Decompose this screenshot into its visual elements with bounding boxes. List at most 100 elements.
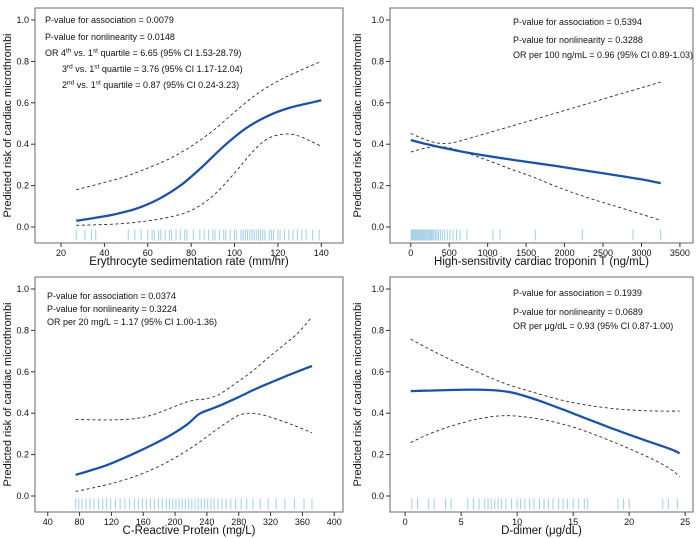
x-tick-label: 40 — [99, 248, 109, 258]
y-tick-label: 0.4 — [371, 408, 384, 418]
y-tick-label: 0.6 — [371, 367, 384, 377]
x-tick-label: 1500 — [516, 248, 536, 258]
panel-crp-chart: 0.0 0.2 0.4 0.6 0.8 1.0 40 80 120 160 200 240 280 320… — [2, 276, 344, 537]
x-tick-label: 20 — [56, 248, 66, 258]
y-tick-label: 0.8 — [16, 325, 29, 335]
y-axis: 0.0 0.2 0.4 0.6 0.8 1.0 — [16, 284, 35, 501]
estimate-curve — [410, 388, 681, 455]
y-tick-label: 0.6 — [371, 98, 384, 108]
annotation-line: P-value for nonlinearity = 0.0148 — [45, 32, 175, 42]
x-tick-label: 2500 — [593, 248, 613, 258]
y-axis-title: Predicted risk of cardiac microthrombi — [2, 33, 14, 217]
annotation-line: OR per 20 mg/L = 1.17 (95% CI 1.00-1.36) — [47, 317, 217, 327]
stat-annotations: P-value for association = 0.0374 P-value … — [47, 291, 217, 327]
panel-cell-troponin: 0.0 0.2 0.4 0.6 0.8 1.0 0 500 1000 1500 2000 2500 30… — [350, 0, 700, 269]
y-axis-title: Predicted risk of cardiac microthrombi — [352, 302, 364, 486]
upper_95ci-curve — [410, 338, 680, 412]
y-tick-label: 0.4 — [16, 408, 29, 418]
x-axis-title: D-dimer (μg/dL) — [501, 525, 582, 537]
x-tick-label: 120 — [104, 517, 119, 527]
x-tick-label: 320 — [263, 517, 278, 527]
y-axis: 0.0 0.2 0.4 0.6 0.8 1.0 — [16, 15, 35, 232]
plot-box — [389, 7, 694, 244]
rug-ticks — [410, 229, 662, 241]
y-tick-label: 0.4 — [16, 139, 29, 149]
panel-troponin-chart: 0.0 0.2 0.4 0.6 0.8 1.0 0 500 1000 1500 2000 2500 30… — [352, 7, 694, 268]
estimate-curve — [76, 99, 322, 222]
y-axis: 0.0 0.2 0.4 0.6 0.8 1.0 — [371, 15, 390, 232]
y-tick-label: 1.0 — [16, 284, 29, 294]
x-tick-label: 360 — [295, 517, 310, 527]
y-tick-label: 1.0 — [371, 15, 384, 25]
x-tick-label: 160 — [136, 517, 151, 527]
annotation-line: P-value for nonlinearity = 0.0689 — [513, 307, 643, 317]
estimate-curve — [410, 138, 661, 185]
x-tick-label: 60 — [143, 248, 153, 258]
lower_95ci-curve — [76, 133, 322, 226]
y-axis: 0.0 0.2 0.4 0.6 0.8 1.0 — [371, 284, 390, 501]
x-tick-label: 80 — [186, 248, 196, 258]
lower_95ci-curve — [410, 415, 680, 478]
estimate-curve — [75, 364, 313, 476]
upper_95ci-curve — [76, 60, 322, 191]
x-tick-label: 15 — [568, 517, 578, 527]
x-axis: 0 5 10 15 20 25 — [403, 512, 690, 527]
y-tick-label: 0.0 — [16, 222, 29, 232]
panel-cell-ddimer: 0.0 0.2 0.4 0.6 0.8 1.0 0 5 10 15 20 25 D-dimer (μg/… — [350, 269, 700, 538]
x-tick-label: 3500 — [670, 248, 690, 258]
stat-annotations: P-value for association = 0.0079 P-value … — [45, 15, 243, 90]
x-tick-label: 200 — [168, 517, 183, 527]
y-tick-label: 0.8 — [16, 56, 29, 66]
stat-annotations: P-value for association = 0.1939 P-value … — [513, 288, 673, 331]
y-tick-label: 0.0 — [371, 491, 384, 501]
stat-annotations: P-value for association = 0.5394 P-value … — [513, 17, 693, 60]
annotation-line: 3rd vs. 1st quartile = 3.76 (95% CI 1.17… — [62, 64, 243, 75]
x-tick-label: 0 — [408, 248, 413, 258]
y-axis-title: Predicted risk of cardiac microthrombi — [2, 302, 14, 486]
y-tick-label: 0.0 — [371, 222, 384, 232]
lower_95ci-curve — [75, 412, 313, 492]
x-tick-label: 10 — [512, 517, 522, 527]
y-tick-label: 0.6 — [16, 98, 29, 108]
annotation-line: P-value for association = 0.1939 — [513, 288, 642, 298]
panel-cell-esr: 0.0 0.2 0.4 0.6 0.8 1.0 20 40 60 80 100 120 140 Eryth… — [0, 0, 350, 269]
x-tick-label: 2000 — [555, 248, 575, 258]
annotation-line: OR per μg/dL = 0.93 (95% CI 0.87-1.00) — [513, 321, 673, 331]
y-tick-label: 0.2 — [16, 450, 29, 460]
annotation-line: 2nd vs. 1st quartile = 0.87 (95% CI 0.24… — [62, 80, 239, 91]
annotation-line: P-value for association = 0.0374 — [47, 291, 176, 301]
plot-box — [34, 7, 344, 244]
x-axis-title: High-sensitivity cardiac troponin T (ng/… — [434, 256, 649, 268]
y-axis-title: Predicted risk of cardiac microthrombi — [352, 33, 364, 217]
annotation-line: OR per 100 ng/mL = 0.96 (95% CI 0.89-1.0… — [513, 50, 693, 60]
x-tick-label: 25 — [680, 517, 690, 527]
x-axis: 0 500 1000 1500 2000 2500 3000 3500 — [408, 243, 690, 258]
annotation-line: P-value for nonlinearity = 0.3224 — [47, 304, 177, 314]
annotation-line: OR 4th vs. 1st quartile = 6.65 (95% CI 1… — [45, 48, 241, 59]
y-tick-label: 0.4 — [371, 139, 384, 149]
rug-ticks — [75, 229, 320, 241]
y-tick-label: 0.2 — [371, 181, 384, 191]
x-axis-title: Erythrocyte sedimentation rate (mm/hr) — [89, 256, 289, 268]
annotation-line: P-value for nonlinearity = 0.3288 — [513, 35, 643, 45]
x-axis: 40 80 120 160 200 240 280 320 360 400 — [43, 512, 342, 527]
panel-cell-crp: 0.0 0.2 0.4 0.6 0.8 1.0 40 80 120 160 200 240 280 320… — [0, 269, 350, 538]
y-tick-label: 0.6 — [16, 367, 29, 377]
y-tick-label: 0.0 — [16, 491, 29, 501]
x-tick-label: 80 — [75, 517, 85, 527]
x-tick-label: 40 — [43, 517, 53, 527]
panel-ddimer-chart: 0.0 0.2 0.4 0.6 0.8 1.0 0 5 10 15 20 25 D-dimer (μg/… — [352, 276, 694, 537]
plot-box — [34, 276, 344, 513]
y-tick-label: 0.8 — [371, 325, 384, 335]
x-tick-label: 5 — [459, 517, 464, 527]
lower_95ci-curve — [410, 146, 661, 221]
x-axis: 20 40 60 80 100 120 140 — [56, 243, 329, 258]
y-tick-label: 1.0 — [16, 15, 29, 25]
panel-esr-chart: 0.0 0.2 0.4 0.6 0.8 1.0 20 40 60 80 100 120 140 Eryth… — [2, 7, 344, 268]
annotation-line: P-value for association = 0.0079 — [45, 15, 174, 25]
x-tick-label: 100 — [227, 248, 242, 258]
upper_95ci-curve — [410, 81, 661, 144]
x-tick-label: 1000 — [478, 248, 498, 258]
x-tick-label: 140 — [314, 248, 329, 258]
